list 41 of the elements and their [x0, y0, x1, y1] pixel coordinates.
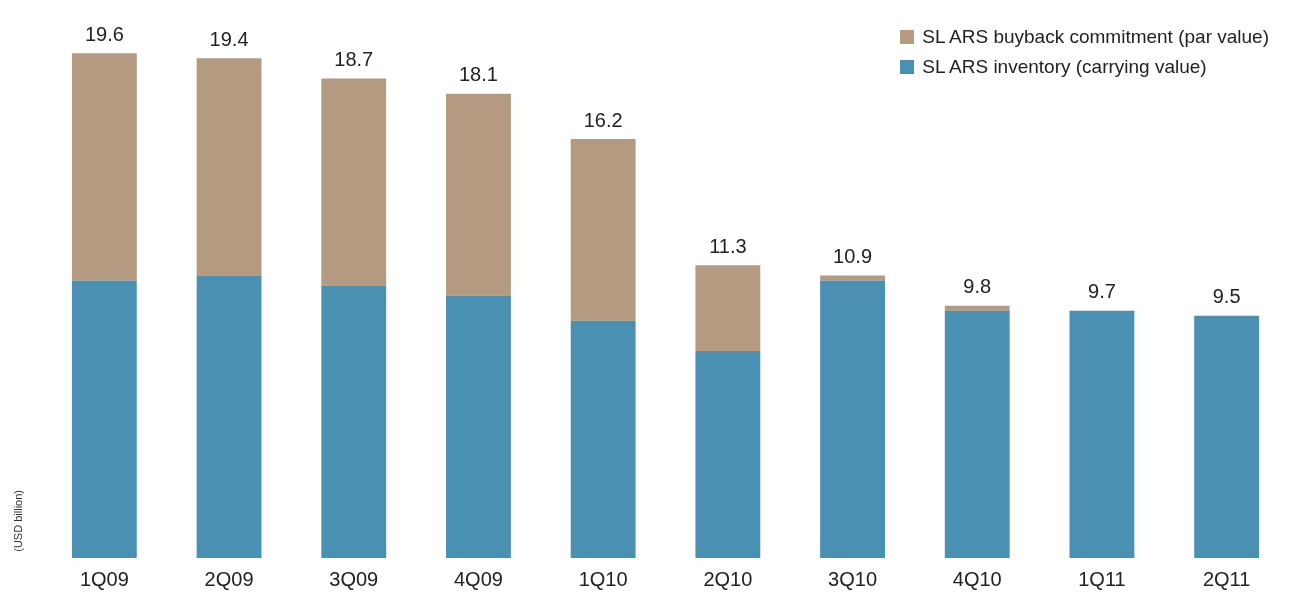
bar — [196, 58, 262, 276]
x-tick-label: 4Q09 — [453, 567, 503, 590]
bar — [570, 320, 636, 558]
annotation: 19.6 — [84, 22, 124, 45]
x-tick-label: 1Q09 — [79, 567, 129, 590]
bar — [71, 53, 137, 281]
annotation: 19.4 — [209, 27, 249, 50]
bar — [71, 280, 137, 558]
bar — [695, 265, 761, 352]
annotation: 16.2 — [583, 108, 623, 131]
bar — [446, 295, 511, 558]
x-tick-label: 1Q11 — [1078, 567, 1126, 590]
x-tick-label: 1Q10 — [578, 567, 628, 590]
x-tick-label: 2Q09 — [204, 567, 254, 590]
bar — [944, 305, 1010, 311]
bar — [1069, 310, 1135, 558]
x-tick-label: 2Q11 — [1202, 567, 1251, 590]
annotation: 18.1 — [458, 63, 498, 86]
bar — [321, 285, 387, 558]
x-tick-label: 4Q10 — [952, 567, 1002, 590]
legend-label: SL ARS buyback commitment (par value) — [922, 26, 1269, 48]
x-tick-label: 3Q09 — [329, 567, 379, 590]
bar — [944, 310, 1010, 558]
legend-label: SL ARS inventory (carrying value) — [922, 56, 1207, 78]
y-axis-title: (USD billion) — [12, 490, 24, 552]
bar — [820, 275, 885, 281]
x-tick-label: 3Q10 — [828, 567, 878, 590]
bar — [321, 78, 387, 286]
annotation: 9.8 — [963, 275, 992, 298]
annotation: 18.7 — [334, 48, 374, 71]
bar — [446, 93, 511, 296]
annotation: 10.9 — [833, 244, 873, 267]
bar — [820, 280, 885, 558]
bar — [1194, 315, 1260, 558]
bar — [570, 139, 636, 321]
bar — [695, 351, 761, 558]
annotation: 9.5 — [1212, 285, 1241, 308]
bar — [196, 275, 262, 558]
annotation: 9.7 — [1088, 280, 1116, 303]
annotation: 11.3 — [709, 234, 747, 257]
x-tick-label: 2Q10 — [703, 567, 753, 590]
